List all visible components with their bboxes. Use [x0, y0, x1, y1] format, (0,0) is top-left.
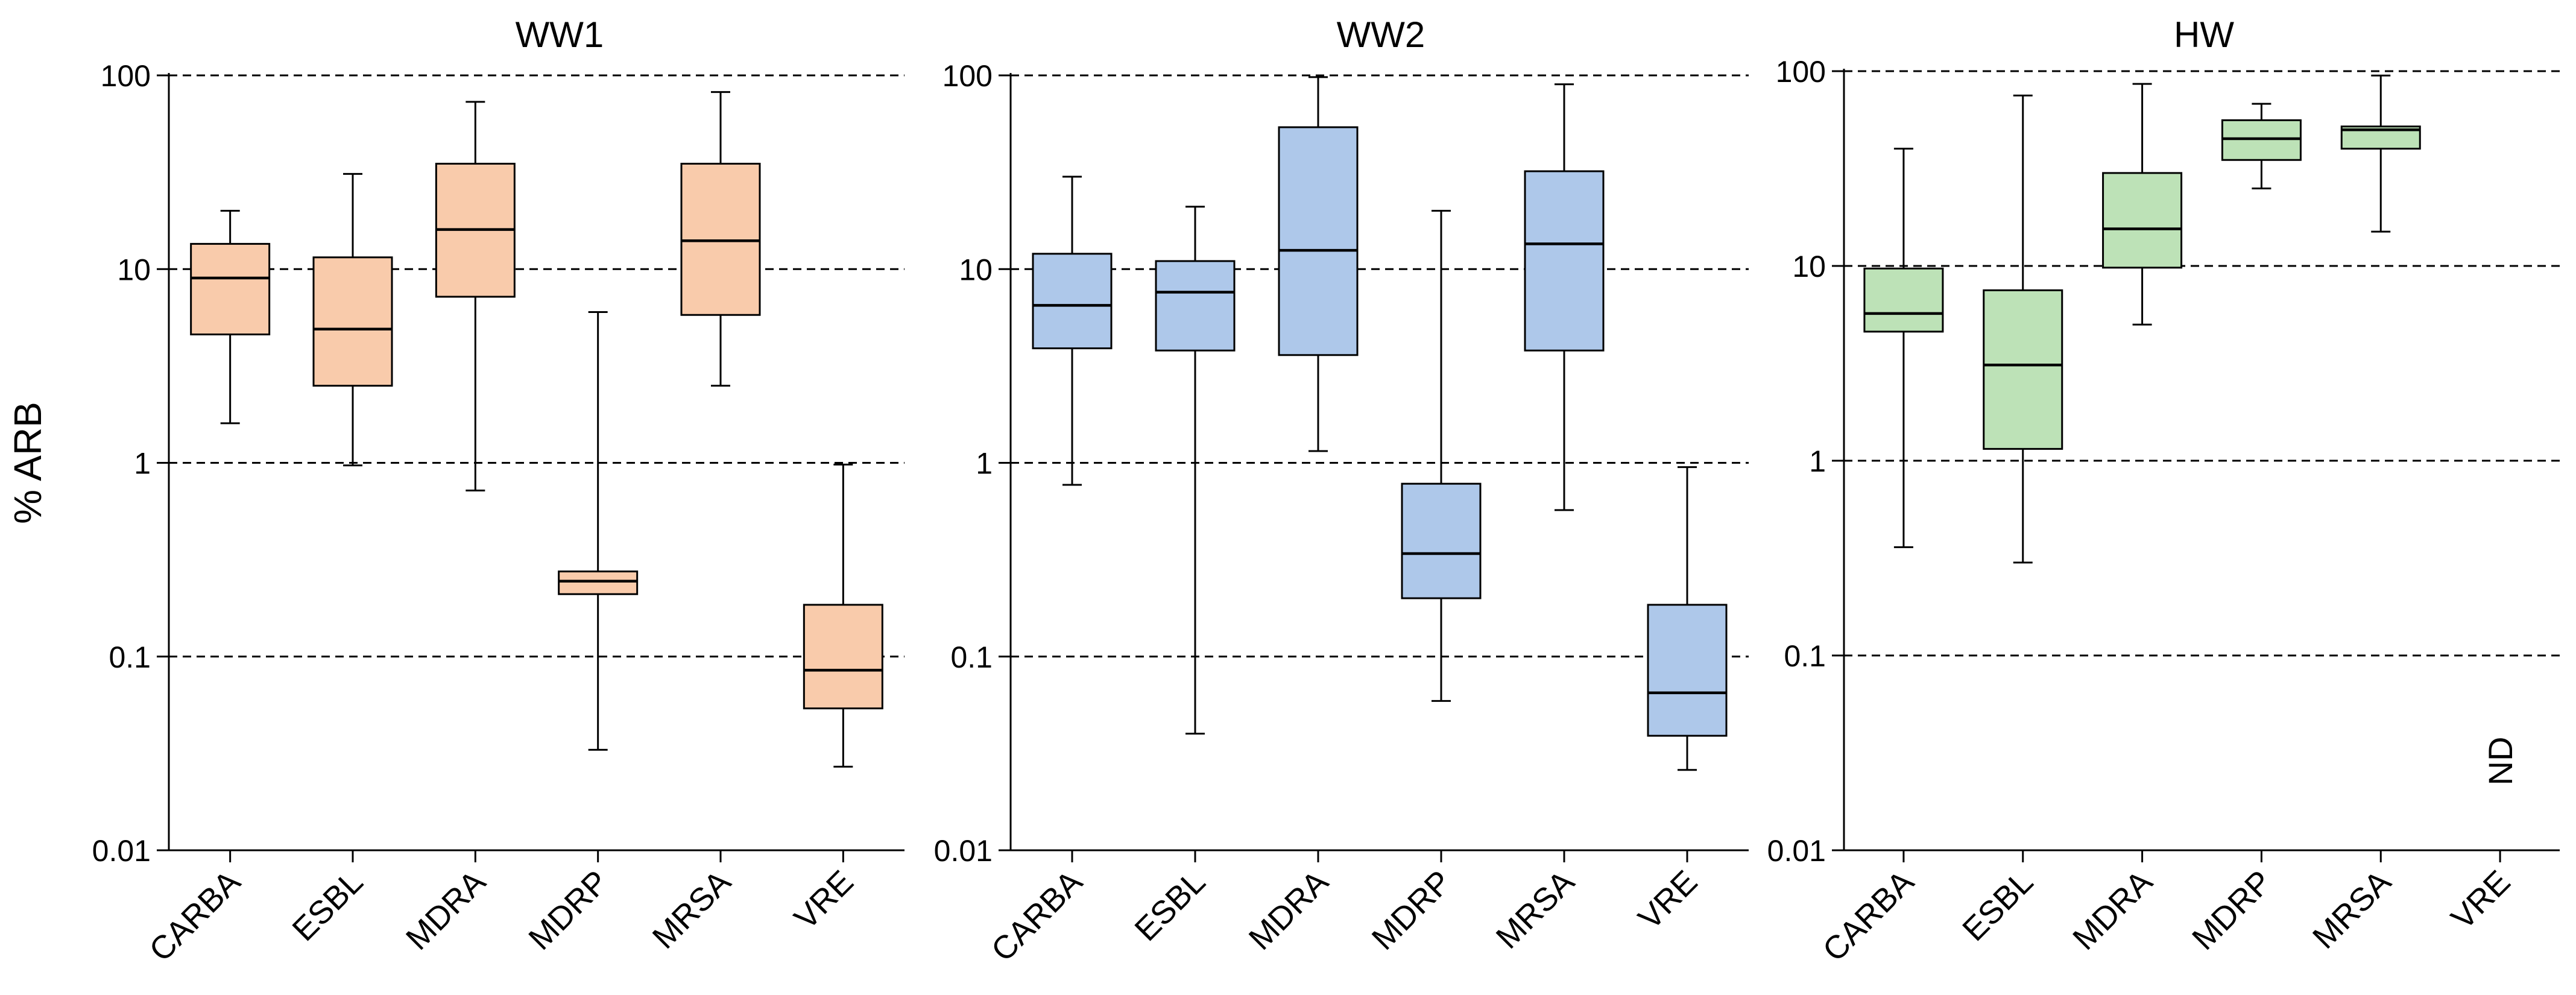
box-mdrp [558, 570, 639, 595]
box-esbl [1155, 260, 1236, 352]
y-tick-label: 100 [101, 59, 151, 93]
panel-title: WW2 [1337, 14, 1425, 55]
box-mdra [2102, 172, 2183, 269]
y-tick-label: 100 [942, 59, 993, 93]
x-tick-label: MRSA [646, 864, 738, 956]
box-vre [1647, 604, 1728, 737]
y-tick-label: 0.1 [950, 640, 993, 674]
y-tick-label: 1 [1809, 444, 1826, 478]
y-tick-label: 100 [1776, 55, 1826, 89]
y-tick-label: 10 [959, 253, 993, 286]
x-tick-label: MDRA [1242, 864, 1336, 957]
box-carba [1863, 267, 1944, 333]
y-tick-label: 0.1 [1784, 639, 1826, 673]
x-tick-label: ESBL [285, 864, 370, 948]
x-tick-label: VRE [788, 864, 860, 937]
y-tick-label: 1 [134, 447, 151, 481]
y-tick-label: 0.1 [109, 640, 151, 674]
box-esbl [312, 256, 393, 387]
box-mrsa [1524, 170, 1605, 352]
panel-2: HW 0.01 0.1 1 10 100 CARBA ESBL MDRA MDRP MRSA VRE N… [1767, 14, 2560, 968]
x-tick-label: MRSA [2306, 864, 2398, 956]
x-tick-label: MRSA [1489, 864, 1582, 956]
box-vre [803, 604, 883, 710]
y-tick-label: 0.01 [92, 834, 151, 868]
y-tick-label: 0.01 [934, 834, 993, 868]
panel-title: HW [2174, 14, 2234, 55]
y-tick-label: 0.01 [1767, 834, 1826, 868]
x-tick-label: MDRP [1365, 864, 1459, 957]
x-tick-label: CARBA [985, 864, 1090, 968]
box-carba [190, 242, 271, 336]
x-tick-label: MDRP [522, 864, 615, 957]
x-tick-label: MDRP [2185, 864, 2279, 957]
x-tick-label: CARBA [1816, 864, 1921, 968]
y-tick-label: 10 [1792, 250, 1826, 283]
x-tick-label: VRE [2445, 864, 2518, 937]
annotation-nd: ND [2481, 737, 2519, 786]
panel-title: WW1 [516, 14, 604, 55]
panel-0: WW1 % ARB 0.01 0.1 1 10 100 CARBA ESBL MDRA MDRP MR… [6, 14, 904, 968]
box-mdra [1278, 126, 1359, 356]
box-esbl [1983, 289, 2063, 450]
box-mrsa [680, 162, 761, 316]
box-carba [1032, 253, 1113, 350]
y-axis-label: % ARB [6, 402, 49, 524]
y-tick-label: 1 [976, 447, 993, 481]
box-mdrp [1401, 482, 1482, 599]
y-tick-label: 10 [117, 253, 151, 286]
x-tick-label: ESBL [1128, 864, 1212, 948]
x-tick-label: MDRA [2066, 864, 2159, 957]
x-tick-label: CARBA [142, 864, 247, 968]
x-tick-label: MDRA [399, 864, 493, 957]
panel-1: WW2 0.01 0.1 1 10 100 CARBA ESBL MDRA MDRP MRSA VRE [934, 14, 1749, 968]
box-mdrp [2221, 119, 2302, 161]
x-tick-label: ESBL [1956, 864, 2040, 948]
x-tick-label: VRE [1632, 864, 1705, 937]
